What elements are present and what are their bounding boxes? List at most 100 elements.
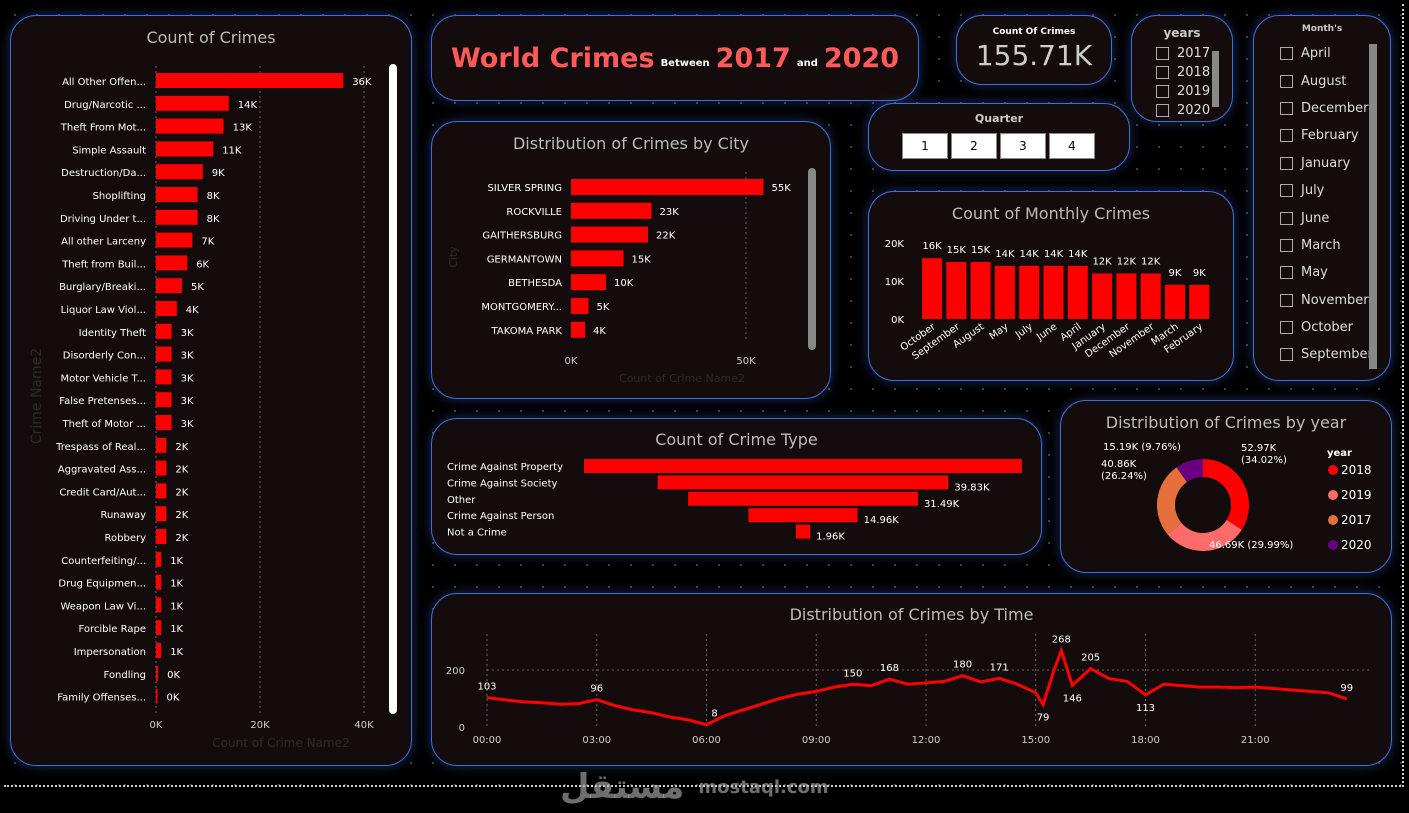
checkbox[interactable] <box>1280 321 1293 335</box>
slicer-item-july[interactable]: July <box>1280 177 1390 204</box>
months-slicer: Month's April August December February Janua… <box>1253 15 1391 381</box>
y-tick-label: Disorderly Con... <box>63 351 146 362</box>
legend-label: 2017 <box>1341 513 1372 527</box>
x-tick-label: 09:00 <box>802 735 831 746</box>
crimes-by-time-chart: Distribution of Crimes by Time 0 200 00:00… <box>431 593 1392 766</box>
bar <box>156 369 172 385</box>
data-label-pct: (34.02%) <box>1241 455 1287 466</box>
slicer-item-september[interactable]: September <box>1280 341 1390 368</box>
slicer-item-november[interactable]: November <box>1280 287 1390 314</box>
bar <box>156 187 198 202</box>
watermark-latin: mostaql.com <box>698 776 829 798</box>
data-label: 8K <box>207 191 220 202</box>
y-tick-label: Impersonation <box>74 647 146 658</box>
checkbox[interactable] <box>1156 66 1169 79</box>
slicer-item-2019[interactable]: 2019 <box>1156 82 1232 101</box>
y-tick-label: 0K <box>891 315 904 326</box>
checkbox[interactable] <box>1280 184 1293 198</box>
data-label: 2K <box>175 465 188 476</box>
y-tick-label: GAITHERSBURG <box>482 231 562 242</box>
scrollbar[interactable] <box>389 64 397 714</box>
checkbox[interactable] <box>1156 47 1169 60</box>
bar <box>156 232 193 248</box>
y-tick-label: SILVER SPRING <box>487 183 562 194</box>
x-tick-label: July <box>1013 321 1035 341</box>
slicer-item-2020[interactable]: 2020 <box>1156 101 1232 120</box>
quarter-button-3[interactable]: 3 <box>1000 133 1046 159</box>
checkbox[interactable] <box>1280 47 1293 61</box>
data-label: 15.19K (9.76%) <box>1103 442 1181 453</box>
slicer-item-december[interactable]: December <box>1280 95 1390 122</box>
checkbox[interactable] <box>1280 293 1293 307</box>
y-tick-label: Simple Assault <box>72 145 146 156</box>
chart-title: Distribution of Crimes by Time <box>789 605 1034 624</box>
data-label: 39.83K <box>954 482 990 493</box>
slicer-item-june[interactable]: June <box>1280 204 1390 231</box>
checkbox[interactable] <box>1280 348 1293 362</box>
y-tick-label: MONTGOMERY... <box>481 302 562 313</box>
checkbox[interactable] <box>1280 129 1293 143</box>
data-label: 36K <box>352 77 372 88</box>
scrollbar[interactable] <box>808 168 816 350</box>
chart-title: Count of Crime Type <box>655 430 818 449</box>
monthly-crimes-chart: Count of Monthly Crimes 0K 10K 20K 16K Octob… <box>868 191 1234 381</box>
data-label: 8K <box>207 214 220 225</box>
checkbox[interactable] <box>1156 104 1169 117</box>
data-label: 146 <box>1063 693 1082 704</box>
slicer-item-2018[interactable]: 2018 <box>1156 63 1232 82</box>
scrollbar[interactable] <box>1212 51 1219 107</box>
bar <box>156 346 172 362</box>
y-tick-label: BETHESDA <box>508 278 562 289</box>
data-label: 22K <box>656 231 676 242</box>
data-label: 2K <box>175 533 188 544</box>
data-label: 5K <box>191 282 204 293</box>
x-tick-label: June <box>1034 321 1059 343</box>
bar <box>156 392 172 408</box>
data-label: 0K <box>167 670 180 681</box>
quarter-button-2[interactable]: 2 <box>951 133 997 159</box>
data-label: 14K <box>1020 249 1040 260</box>
checkbox[interactable] <box>1280 238 1293 252</box>
bar <box>1019 265 1040 319</box>
bar <box>156 415 172 430</box>
kpi-label: Count Of Crimes <box>992 27 1076 37</box>
data-label: 1K <box>170 579 183 590</box>
slicer-item-april[interactable]: April <box>1280 40 1390 67</box>
y-tick-label: Theft of Motor ... <box>62 419 146 430</box>
checkbox[interactable] <box>1156 85 1169 98</box>
bar <box>156 209 198 225</box>
checkbox[interactable] <box>1280 74 1293 88</box>
data-label: 10K <box>614 278 634 289</box>
y-tick-label: 20K <box>885 239 905 250</box>
quarter-button-4[interactable]: 4 <box>1049 133 1095 159</box>
data-label-pct: (26.24%) <box>1101 471 1147 482</box>
data-label: 168 <box>880 663 899 674</box>
bar <box>994 265 1015 319</box>
legend-title: year <box>1327 448 1352 459</box>
slicer-item-august[interactable]: August <box>1280 67 1390 94</box>
slicer-item-january[interactable]: January <box>1280 150 1390 177</box>
checkbox[interactable] <box>1280 156 1293 170</box>
bar <box>584 459 1022 473</box>
bar <box>156 529 167 544</box>
slicer-item-label: May <box>1301 265 1328 281</box>
checkbox[interactable] <box>1280 211 1293 225</box>
slicer-item-march[interactable]: March <box>1280 232 1390 259</box>
y-tick-label: Crime Against Property <box>447 462 563 473</box>
bar <box>1116 273 1137 319</box>
bar <box>571 179 764 195</box>
quarter-button-1[interactable]: 1 <box>902 133 948 159</box>
bar <box>795 524 811 539</box>
slicer-item-february[interactable]: February <box>1280 122 1390 149</box>
crime-type-chart: Count of Crime Type Crime Against Proper… <box>431 418 1042 555</box>
slicer-item-may[interactable]: May <box>1280 259 1390 286</box>
slicer-item-label: March <box>1301 237 1341 253</box>
slicer-item-2017[interactable]: 2017 <box>1156 44 1232 63</box>
y-tick-label: Family Offenses... <box>57 693 146 704</box>
checkbox[interactable] <box>1280 101 1293 115</box>
title-main: World Crimes <box>450 42 655 74</box>
slicer-item-october[interactable]: October <box>1280 314 1390 341</box>
checkbox[interactable] <box>1280 266 1293 280</box>
data-label: 0K <box>167 693 180 704</box>
scrollbar[interactable] <box>1369 44 1377 369</box>
